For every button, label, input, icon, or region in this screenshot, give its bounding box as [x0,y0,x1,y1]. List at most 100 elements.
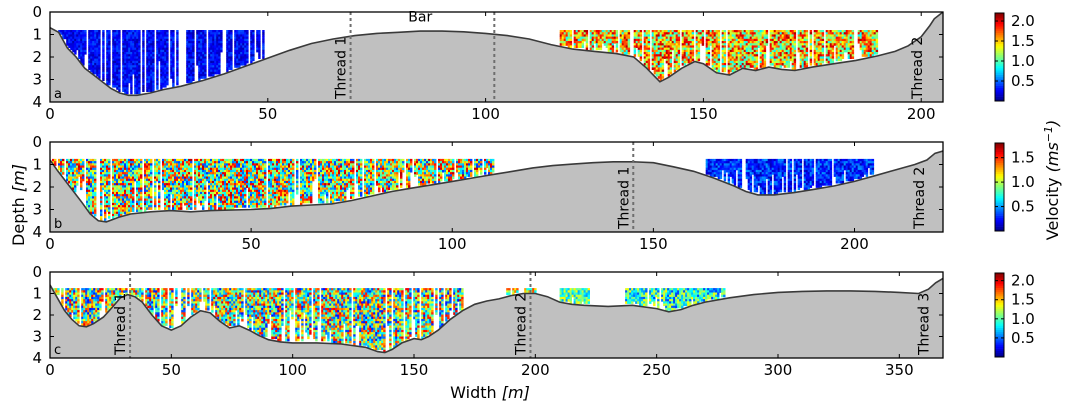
velocity-cell [130,185,133,188]
velocity-cell [675,67,679,70]
velocity-cell [124,198,127,202]
velocity-cell [148,200,151,204]
velocity-cell [128,78,131,81]
velocity-cell [711,58,715,62]
velocity-cell [190,205,193,208]
x-tick-label: 150 [689,105,718,123]
velocity-cell [92,45,95,48]
velocity-cell [114,45,117,48]
velocity-cell [655,45,659,48]
velocity-cell [150,161,153,164]
velocity-cell [108,191,111,195]
velocity-cell [158,183,161,186]
velocity-cell [813,58,817,62]
velocity-cell [172,45,175,48]
velocity-cell [188,169,191,173]
velocity-cell [701,38,705,42]
velocity-cell [122,167,125,171]
velocity-cell [749,54,753,57]
velocity-cell [180,187,183,191]
velocity-cell [715,58,719,62]
velocity-cell [98,76,101,79]
velocity-cell [607,34,611,37]
velocity-cell [138,58,141,62]
velocity-cell [733,45,737,48]
velocity-cell [122,38,125,42]
velocity-cell [234,30,237,33]
velocity-cell [76,32,79,35]
velocity-cell [198,178,201,182]
velocity-cell [735,45,739,48]
velocity-cell [262,56,265,59]
velocity-cell [166,45,169,48]
velocity-cell [723,32,727,35]
velocity-cell [875,45,879,48]
velocity-cell [627,38,631,42]
velocity-cell [609,34,613,37]
velocity-cell [118,198,121,202]
velocity-cell [659,36,663,40]
velocity-cell [841,43,845,46]
velocity-cell [68,43,71,46]
velocity-cell [721,58,725,62]
velocity-cell [186,49,189,53]
velocity-cell [747,60,751,64]
velocity-cell [791,63,795,66]
velocity-cell [158,174,161,177]
velocity-cell [182,174,185,177]
velocity-cell [100,207,103,210]
velocity-cell [603,43,607,46]
velocity-cell [124,71,127,75]
velocity-cell [204,187,207,191]
velocity-cell [176,38,179,42]
velocity-cell [218,32,221,35]
velocity-cell [114,82,117,86]
velocity-cell [661,52,665,55]
velocity-cell [152,56,155,59]
velocity-cell [140,194,143,197]
velocity-cell [120,167,123,171]
velocity-cell [559,41,563,44]
velocity-cell [130,196,133,199]
velocity-cell [739,47,743,51]
velocity-cell [751,41,755,44]
velocity-cell [244,63,247,66]
velocity-cell [100,180,103,184]
velocity-cell [753,47,757,51]
velocity-cell [138,78,141,81]
velocity-cell [136,85,139,88]
velocity-cell [675,56,679,59]
velocity-cell [657,56,661,59]
velocity-cell [777,32,781,35]
velocity-cell [262,49,265,53]
velocity-cell [88,49,91,53]
velocity-cell [208,202,211,206]
velocity-cell [817,58,821,62]
velocity-cell [753,36,757,40]
velocity-cell [226,49,229,53]
velocity-cell [152,63,155,66]
velocity-cell [152,41,155,44]
velocity-cell [80,34,83,37]
velocity-cell [581,36,585,40]
velocity-cell [78,56,81,59]
velocity-cell [106,43,109,46]
velocity-cell [150,82,153,86]
velocity-cell [102,180,105,184]
velocity-cell [717,38,721,42]
velocity-cell [84,38,87,42]
velocity-cell [773,32,777,35]
velocity-cell [218,49,221,53]
velocity-cell [148,63,151,66]
velocity-cell [88,30,91,33]
velocity-cell [106,180,109,184]
velocity-cell [92,200,95,204]
velocity-cell [58,167,61,171]
velocity-cell [194,161,197,164]
velocity-cell [210,54,213,57]
velocity-cell [100,200,103,204]
velocity-cell [835,30,839,33]
velocity-cell [871,52,875,55]
velocity-cell [202,71,205,75]
velocity-cell [168,183,171,186]
